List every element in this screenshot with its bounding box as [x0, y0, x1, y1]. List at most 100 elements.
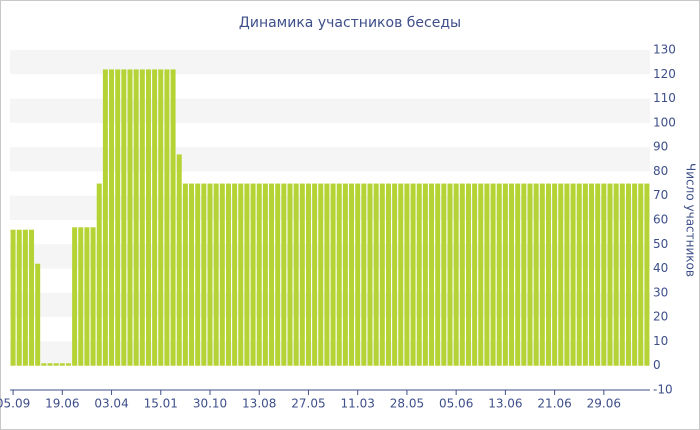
bar — [490, 183, 496, 366]
bar — [238, 183, 244, 366]
bar — [570, 183, 576, 366]
bar — [355, 183, 361, 366]
bar — [564, 183, 570, 366]
bar — [189, 183, 195, 366]
bar — [269, 183, 275, 366]
bar — [613, 183, 619, 366]
x-tick-label: 29.06 — [587, 397, 621, 411]
bar — [10, 229, 16, 366]
y-tick-label: 60 — [653, 213, 668, 227]
bar — [281, 183, 287, 366]
bar — [638, 183, 644, 366]
bar — [102, 69, 108, 366]
bar — [441, 183, 447, 366]
bar — [22, 229, 28, 366]
y-tick-label: 120 — [653, 67, 676, 81]
bar — [293, 183, 299, 366]
x-tick-label: 15.01 — [144, 397, 178, 411]
bar — [558, 183, 564, 366]
bar — [484, 183, 490, 366]
y-tick-label: 70 — [653, 188, 668, 202]
chart-title: Динамика участников беседы — [239, 15, 461, 31]
bar — [582, 183, 588, 366]
bar — [182, 183, 188, 366]
bar — [533, 183, 539, 366]
bar — [225, 183, 231, 366]
bar — [416, 183, 422, 366]
bar — [250, 183, 256, 366]
bar — [164, 69, 170, 366]
bar — [29, 229, 35, 366]
y-tick-label: -10 — [653, 383, 673, 397]
bar — [232, 183, 238, 366]
bar — [78, 227, 84, 366]
bar — [318, 183, 324, 366]
bar — [576, 183, 582, 366]
bar — [478, 183, 484, 366]
bar — [404, 183, 410, 366]
bar — [287, 183, 293, 366]
bar — [121, 69, 127, 366]
x-tick-label: 13.08 — [242, 397, 276, 411]
bar — [16, 229, 22, 366]
bar — [59, 363, 65, 366]
bar — [521, 183, 527, 366]
bar — [213, 183, 219, 366]
bar — [644, 183, 650, 366]
bar — [595, 183, 601, 366]
bar — [398, 183, 404, 366]
bar — [145, 69, 151, 366]
bar — [72, 227, 78, 366]
bar — [90, 227, 96, 366]
bar — [201, 183, 207, 366]
bar — [195, 183, 201, 366]
bar — [589, 183, 595, 366]
y-tick-label: 130 — [653, 43, 676, 57]
bar — [342, 183, 348, 366]
bar — [552, 183, 558, 366]
bar — [244, 183, 250, 366]
x-tick-label: 21.06 — [537, 397, 571, 411]
bar — [176, 154, 182, 366]
bar — [219, 183, 225, 366]
bar — [330, 183, 336, 366]
bar — [453, 183, 459, 366]
x-tick-label: 30.10 — [193, 397, 227, 411]
bar — [410, 183, 416, 366]
bar — [607, 183, 613, 366]
x-tick-label: 28.05 — [390, 397, 424, 411]
bar — [84, 227, 90, 366]
y-tick-label: 80 — [653, 164, 668, 178]
bar — [158, 69, 164, 366]
bar — [275, 183, 281, 366]
bar — [379, 183, 385, 366]
x-tick-label: 11.03 — [341, 397, 375, 411]
bar — [539, 183, 545, 366]
y-axis-label: Число участников — [684, 163, 698, 277]
x-tick-label: 03.04 — [94, 397, 128, 411]
x-tick-label: 19.06 — [45, 397, 79, 411]
bar — [170, 69, 176, 366]
bar — [41, 363, 47, 366]
bar — [262, 183, 268, 366]
bar — [545, 183, 551, 366]
bar — [53, 363, 59, 366]
x-tick-label: 13.06 — [488, 397, 522, 411]
bar — [465, 183, 471, 366]
bar — [109, 69, 115, 366]
bar — [367, 183, 373, 366]
bar — [312, 183, 318, 366]
bar — [324, 183, 330, 366]
bar — [115, 69, 121, 366]
bar — [515, 183, 521, 366]
bar — [152, 69, 158, 366]
x-tick-label: 27.05 — [291, 397, 325, 411]
bar — [502, 183, 508, 366]
bar — [361, 183, 367, 366]
bar — [447, 183, 453, 366]
y-tick-label: 40 — [653, 261, 668, 275]
x-tick-label: 05.09 — [0, 397, 30, 411]
y-tick-label: 10 — [653, 334, 668, 348]
bar — [632, 183, 638, 366]
bar — [527, 183, 533, 366]
